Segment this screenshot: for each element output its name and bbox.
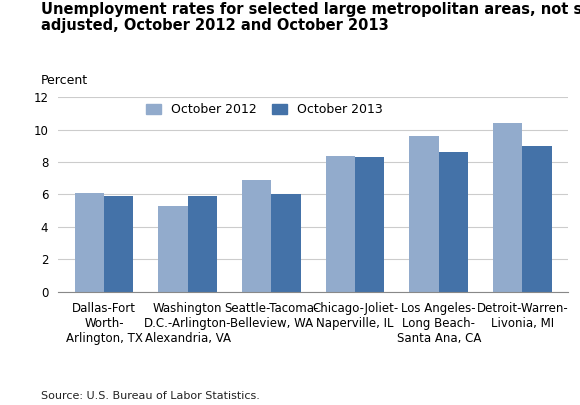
Bar [409, 136, 438, 292]
Bar [355, 157, 385, 292]
Bar [188, 196, 217, 292]
Text: Unemployment rates for selected large metropolitan areas, not seasonally: Unemployment rates for selected large me… [41, 2, 580, 17]
Bar [326, 156, 355, 292]
Legend: October 2012, October 2013: October 2012, October 2013 [146, 103, 382, 117]
Bar [242, 180, 271, 292]
Text: adjusted, October 2012 and October 2013: adjusted, October 2012 and October 2013 [41, 18, 389, 33]
Bar [75, 193, 104, 292]
Text: Source: U.S. Bureau of Labor Statistics.: Source: U.S. Bureau of Labor Statistics. [41, 391, 259, 401]
Bar [523, 146, 552, 292]
Bar [104, 196, 133, 292]
Bar [271, 194, 300, 292]
Bar [438, 152, 468, 292]
Bar [158, 206, 188, 292]
Bar [493, 123, 523, 292]
Text: Percent: Percent [41, 74, 88, 87]
